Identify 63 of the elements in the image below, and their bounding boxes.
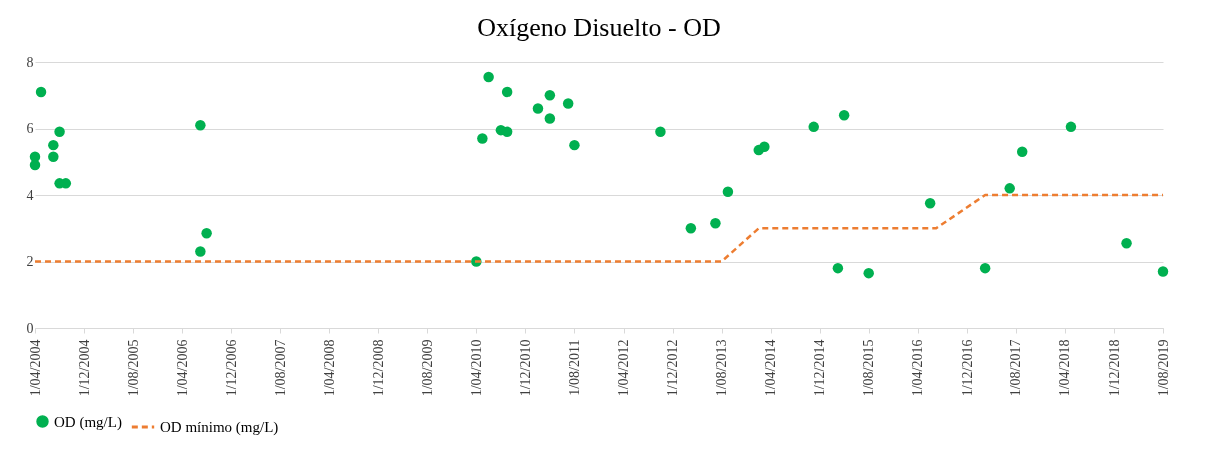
- point: [501, 86, 513, 98]
- point: [569, 139, 580, 151]
- x-tick-label: 1/12/2014: [812, 339, 828, 397]
- point: [35, 86, 47, 98]
- point: [201, 228, 212, 239]
- point: [483, 71, 494, 83]
- chart-title: Oxígeno Disuelto - OD: [477, 13, 721, 42]
- point: [195, 119, 206, 131]
- point: [1065, 121, 1077, 133]
- x-tick-label: 1/12/2004: [76, 339, 92, 397]
- point: [195, 246, 206, 257]
- point: [562, 98, 574, 109]
- point: [832, 262, 844, 274]
- legend-label: OD (mg/L): [54, 413, 122, 431]
- x-tick-label: 1/04/2018: [1057, 339, 1073, 397]
- point: [808, 121, 819, 133]
- x-tick-label: 1/12/2010: [517, 339, 533, 397]
- x-tick-label: 1/12/2008: [370, 339, 386, 397]
- point: [710, 218, 721, 229]
- point: [759, 141, 770, 153]
- point: [1004, 183, 1015, 194]
- y-tick-label: 0: [26, 320, 34, 336]
- x-tick-label: 1/04/2016: [910, 339, 926, 397]
- x-tick-label: 1/04/2008: [321, 339, 337, 397]
- x-tick-label: 1/04/2004: [27, 339, 43, 397]
- point: [863, 267, 874, 279]
- x-tick-label: 1/04/2006: [174, 339, 190, 397]
- legend-label: OD mínimo (mg/L): [160, 419, 279, 436]
- point: [979, 262, 991, 274]
- x-tick-label: 1/04/2012: [616, 339, 632, 397]
- point: [924, 198, 936, 209]
- point: [1121, 237, 1132, 249]
- x-tick-label: 1/12/2006: [223, 339, 239, 397]
- point: [655, 126, 666, 138]
- point: [54, 126, 65, 138]
- y-tick-label: 2: [26, 254, 34, 269]
- point: [48, 139, 59, 151]
- x-tick-label: 1/12/2016: [959, 339, 975, 397]
- point: [477, 133, 488, 144]
- point: [685, 223, 697, 234]
- x-tick-label: 1/08/2019: [1155, 339, 1171, 397]
- point: [722, 186, 734, 197]
- x-tick-label: 1/08/2007: [272, 339, 288, 397]
- point: [532, 103, 544, 114]
- y-tick-label: 4: [26, 187, 34, 203]
- point: [544, 90, 556, 101]
- x-tick-label: 1/08/2005: [125, 339, 141, 397]
- x-tick-label: 1/08/2011: [566, 339, 582, 396]
- x-tick-label: 1/04/2010: [468, 339, 484, 397]
- point: [1157, 266, 1169, 277]
- x-tick-label: 1/08/2017: [1008, 339, 1024, 397]
- point: [544, 113, 556, 124]
- x-tick-label: 1/12/2018: [1106, 339, 1122, 397]
- y-tick-label: 8: [26, 54, 34, 70]
- point: [838, 109, 850, 121]
- x-tick-label: 1/08/2013: [714, 339, 730, 397]
- y-tick-label: 6: [26, 121, 34, 136]
- point: [1016, 146, 1028, 158]
- x-tick-label: 1/04/2014: [763, 339, 779, 397]
- x-tick-label: 1/08/2015: [861, 339, 877, 397]
- x-tick-label: 1/08/2009: [419, 339, 435, 397]
- point: [48, 151, 59, 162]
- x-tick-label: 1/12/2012: [665, 339, 681, 397]
